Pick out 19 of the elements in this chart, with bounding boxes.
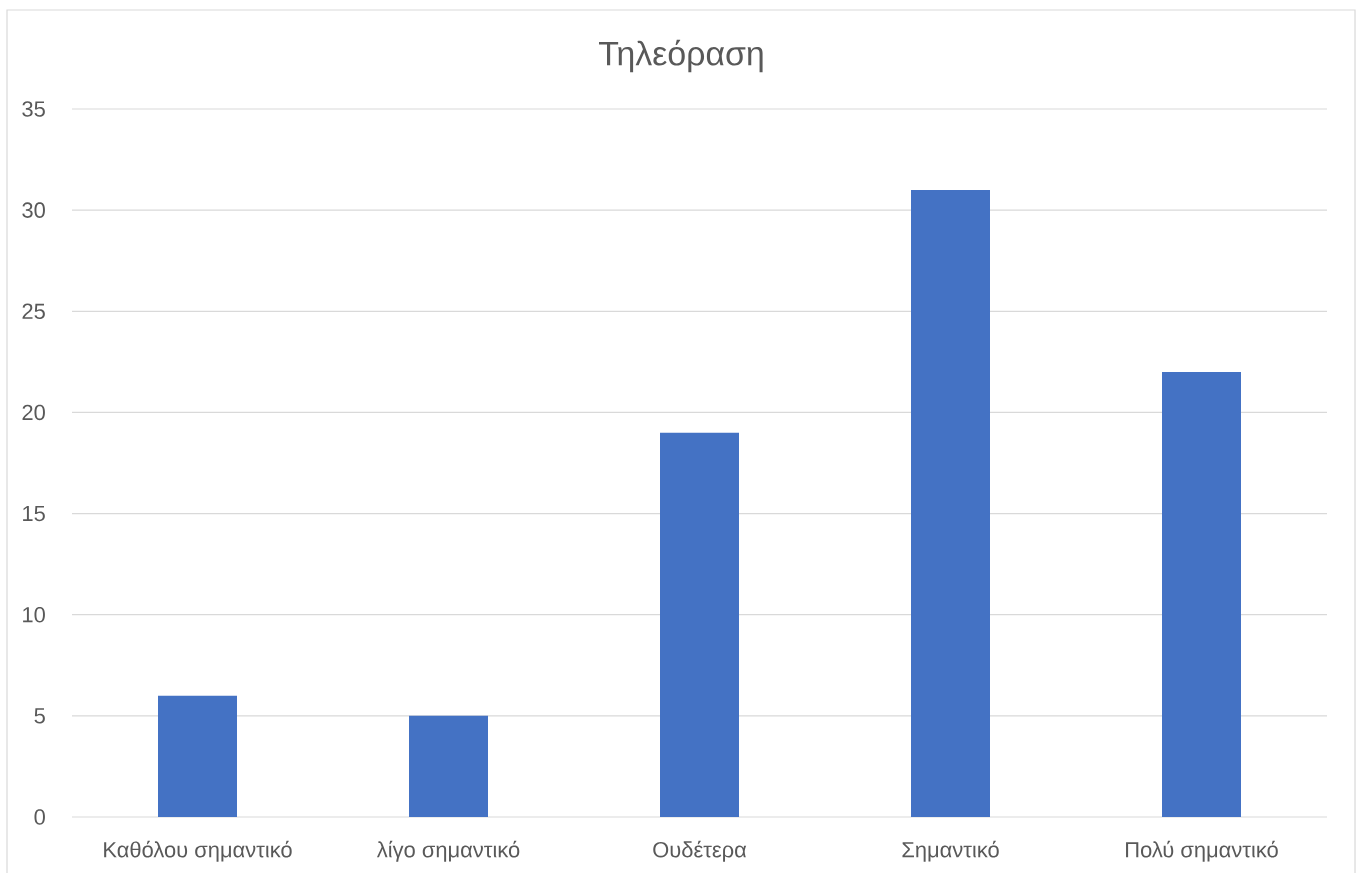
y-tick-label: 0 <box>34 809 45 825</box>
bar <box>911 189 990 817</box>
y-tick-label: 15 <box>23 505 45 522</box>
bar <box>158 695 237 817</box>
bar <box>409 715 488 817</box>
y-tick-label: 30 <box>22 202 45 218</box>
y-tick-label: 10 <box>23 606 45 623</box>
y-tick-label: 25 <box>22 303 45 320</box>
y-tick-label: 5 <box>34 708 45 724</box>
y-tick-label: 20 <box>22 404 45 421</box>
x-tick-label: Καθόλου σημαντικό <box>104 840 292 862</box>
y-tick-label: 35 <box>22 101 45 117</box>
x-tick-label: λίγο σημαντικό <box>376 840 520 862</box>
x-tick-label: Σημαντικό <box>902 840 999 862</box>
x-tick-label: Ουδέτερα <box>653 840 747 862</box>
bar <box>1162 371 1241 817</box>
bar <box>660 432 739 817</box>
chart-title: Τηλεόραση <box>599 39 763 73</box>
x-tick-label: Πολύ σημαντικό <box>1126 840 1278 862</box>
